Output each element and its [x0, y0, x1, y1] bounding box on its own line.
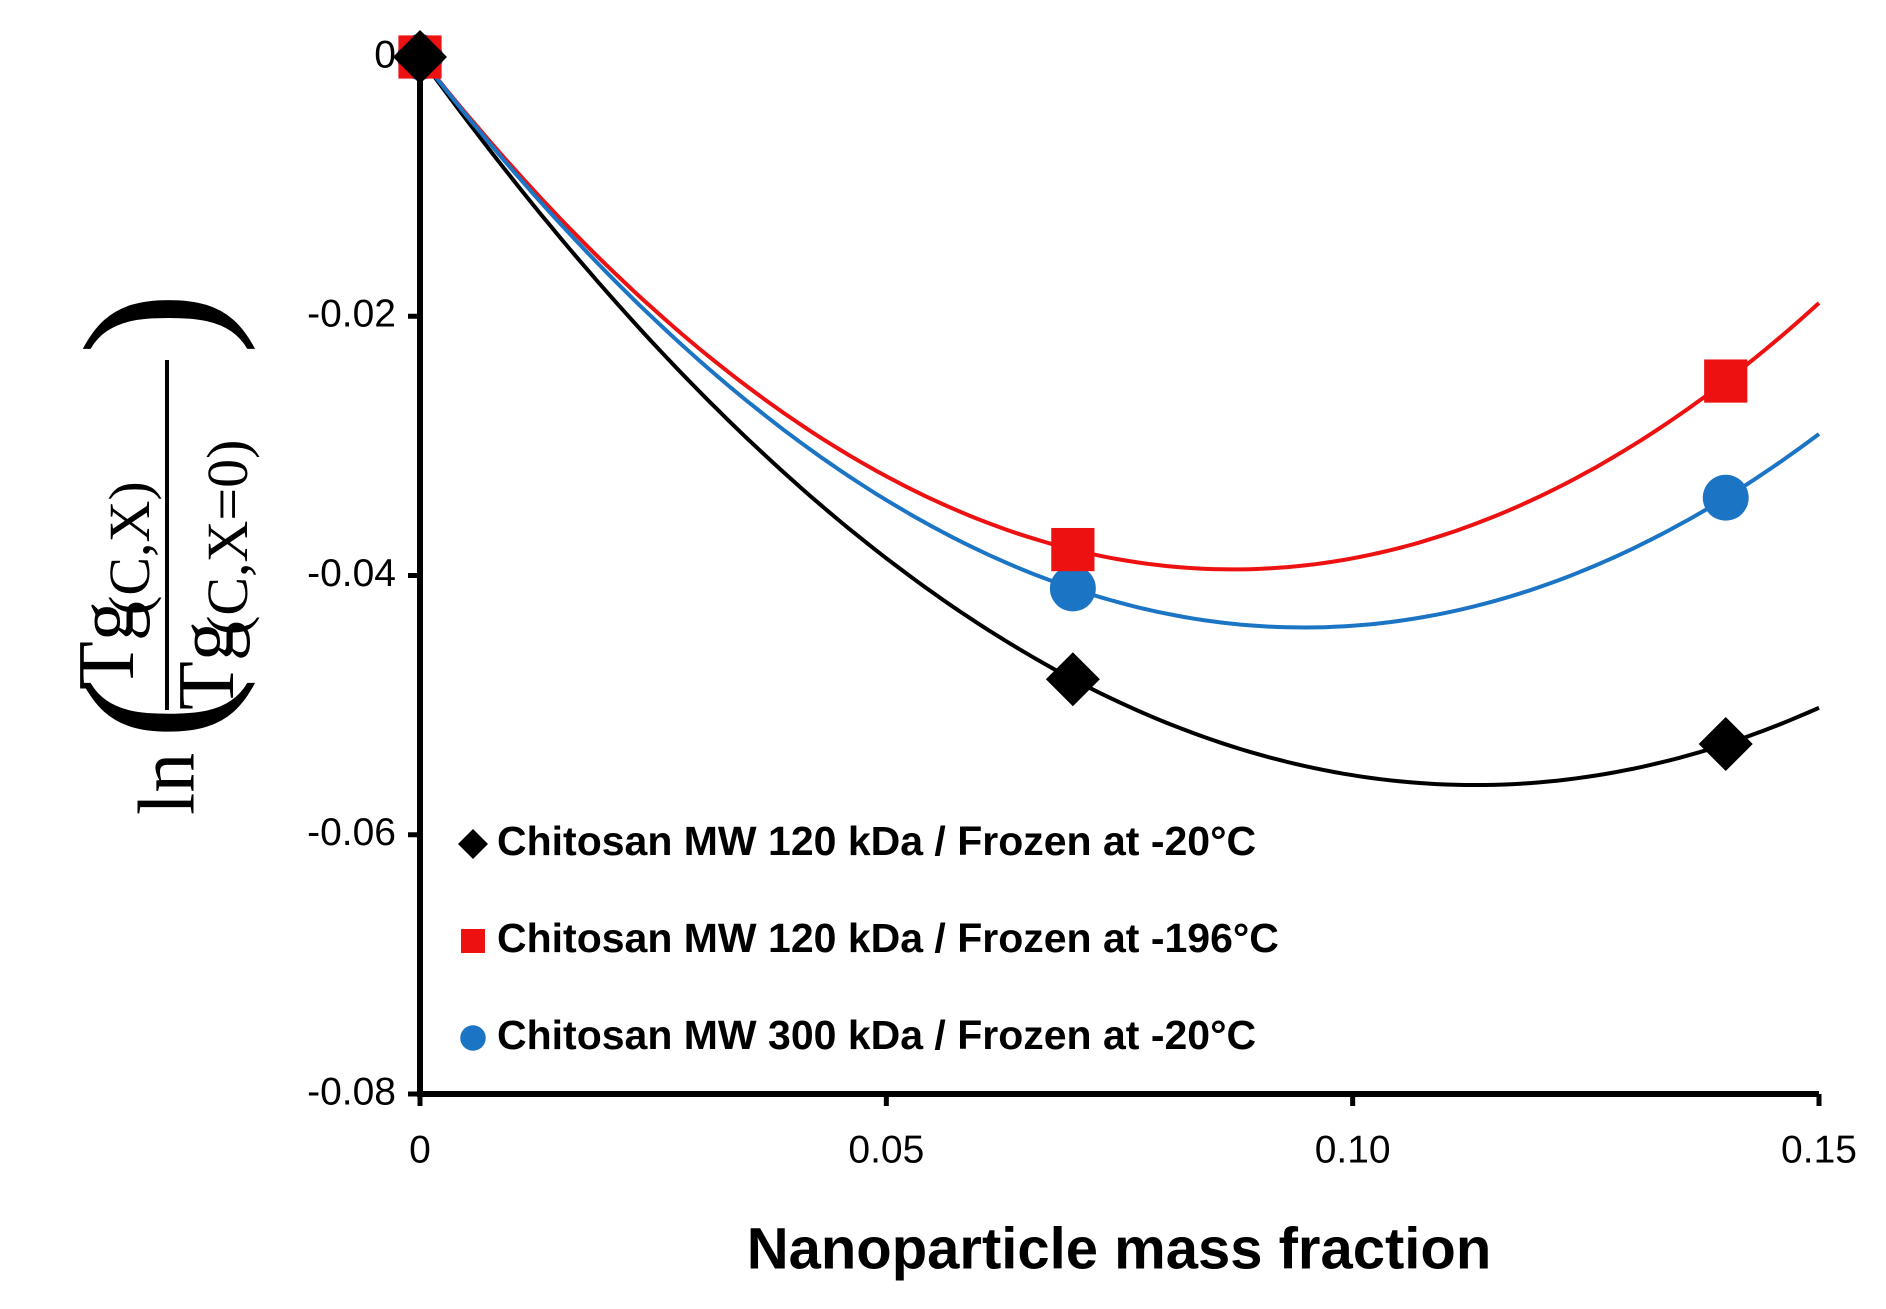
marker-square: [1704, 359, 1748, 403]
y-label-numerator-sub: (C,X): [97, 481, 162, 615]
marker-diamond: [1045, 652, 1100, 707]
trend-line: [418, 55, 1821, 630]
y-axis-label: ln ( Tg (C,X) Tg (C,X=0) ): [47, 292, 260, 815]
legend-marker: [461, 929, 485, 953]
marker-circle: [1702, 474, 1749, 521]
x-tick-label: 0.05: [848, 1128, 924, 1171]
y-label-paren: (: [47, 677, 257, 740]
legend-marker: [458, 829, 488, 859]
marker-diamond: [1698, 717, 1753, 772]
legend-marker: [460, 1025, 486, 1051]
marker-circle: [1049, 565, 1096, 612]
trend-line: [418, 55, 1821, 572]
y-tick-label: -0.06: [307, 811, 396, 854]
legend-label: Chitosan MW 120 kDa / Frozen at -20°C: [497, 818, 1256, 864]
x-tick-label: 0: [409, 1128, 431, 1171]
y-label-denominator-sub: (C,X=0): [195, 440, 260, 635]
marker-diamond: [393, 30, 447, 84]
y-label-function: ln: [123, 753, 211, 815]
legend-label: Chitosan MW 120 kDa / Frozen at -196°C: [497, 915, 1279, 961]
x-tick-label: 0.10: [1315, 1128, 1391, 1171]
y-label-paren: ): [47, 292, 257, 355]
y-tick-label: -0.02: [307, 293, 396, 336]
trend-line: [418, 55, 1820, 787]
marker-square: [1051, 527, 1095, 572]
y-tick-label: -0.04: [307, 552, 396, 595]
y-label-numerator: Tg: [63, 601, 151, 690]
legend-label: Chitosan MW 300 kDa / Frozen at -20°C: [497, 1012, 1256, 1058]
y-tick-label: 0: [374, 33, 396, 76]
x-axis-label: Nanoparticle mass fraction: [747, 1216, 1492, 1281]
y-label-denominator: Tg: [163, 621, 251, 710]
x-tick-label: 0.15: [1781, 1128, 1857, 1171]
y-tick-label: -0.08: [307, 1070, 396, 1113]
